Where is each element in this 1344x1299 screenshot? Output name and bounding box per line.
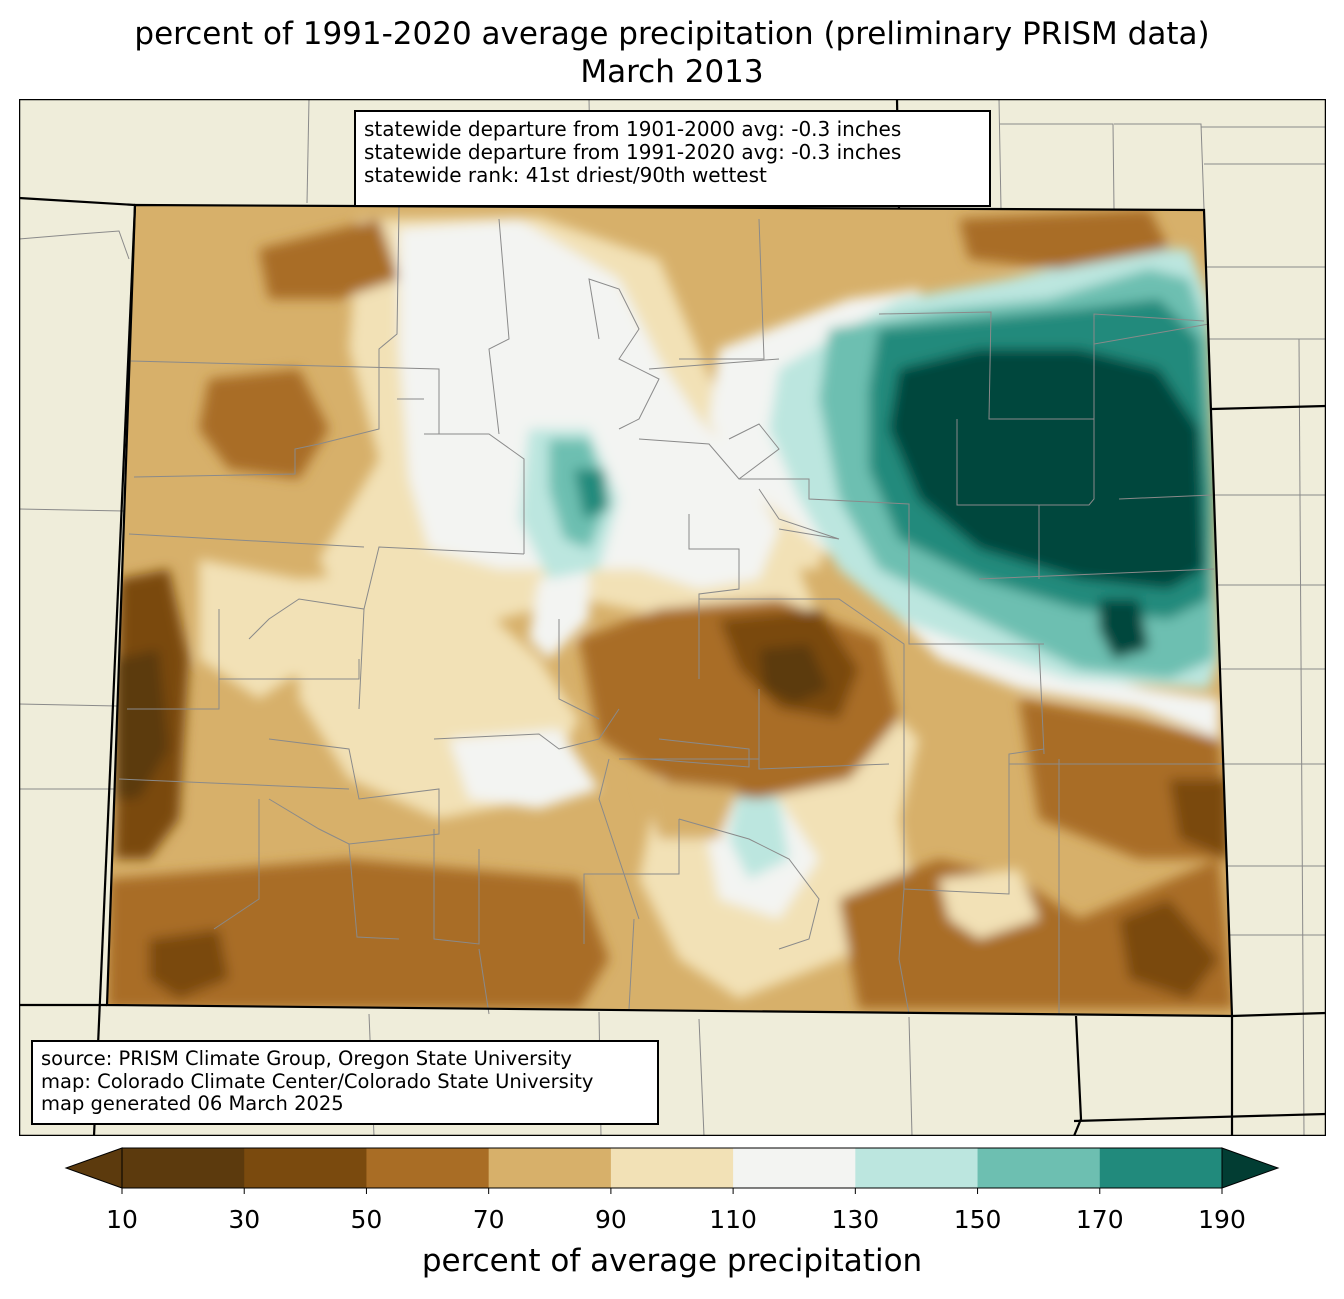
county-lines — [118, 206, 1229, 1015]
colorbar-segment — [488, 1148, 612, 1188]
colorbar-tick-label: 190 — [1198, 1205, 1246, 1234]
colorbar-tick-label: 50 — [350, 1205, 383, 1234]
colorbar-segment — [1099, 1148, 1223, 1188]
colorbar-tick-label: 90 — [594, 1205, 627, 1234]
colorbar-extend-high — [1221, 1147, 1280, 1189]
colorbar-tick-label: 30 — [228, 1205, 261, 1234]
colorbar-tick-label: 150 — [953, 1205, 1002, 1234]
colorbar-segment — [733, 1148, 856, 1188]
colorbar — [64, 1147, 1280, 1194]
stats-departure-1991: statewide departure from 1991-2020 avg: … — [364, 140, 902, 164]
source-map-author: map: Colorado Climate Center/Colorado St… — [41, 1069, 594, 1093]
colorbar-segment — [855, 1148, 979, 1188]
map-title: percent of 1991-2020 average precipitati… — [134, 16, 1210, 52]
precipitation-map — [19, 99, 1326, 1136]
colorbar-label: percent of average precipitation — [421, 1243, 923, 1279]
colorbar-tick-label: 110 — [709, 1205, 757, 1234]
stats-departure-1901: statewide departure from 1901-2000 avg: … — [364, 117, 902, 141]
colorbar-segment — [122, 1148, 245, 1188]
statewide-stats-box: statewide departure from 1901-2000 avg: … — [354, 110, 991, 207]
colorbar-tick-label: 170 — [1075, 1205, 1124, 1234]
colorbar-segment — [977, 1148, 1101, 1188]
map-subtitle: March 2013 — [580, 54, 764, 90]
precipitation-field — [107, 205, 1232, 1016]
colorbar-tick-label: 70 — [472, 1205, 505, 1234]
colorbar-tick-label: 10 — [106, 1205, 138, 1234]
source-prism: source: PRISM Climate Group, Oregon Stat… — [41, 1047, 572, 1070]
colorbar-segment — [610, 1148, 734, 1188]
source-box: source: PRISM Climate Group, Oregon Stat… — [31, 1040, 659, 1125]
source-generated-date: map generated 06 March 2025 — [41, 1092, 344, 1115]
colorbar-segment — [366, 1148, 490, 1188]
colorbar-segment — [244, 1148, 367, 1188]
stats-rank: statewide rank: 41st driest/90th wettest — [364, 163, 767, 187]
colorbar-extend-low — [64, 1147, 123, 1189]
colorbar-tick-label: 130 — [831, 1205, 880, 1234]
